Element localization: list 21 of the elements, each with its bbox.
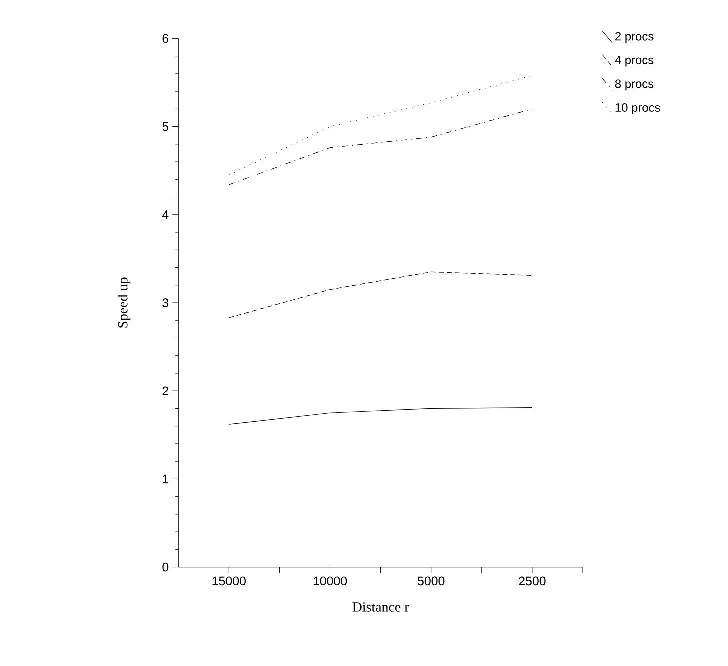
legend-label: 8 procs: [615, 80, 654, 91]
x-tick-label: 15000: [212, 576, 246, 586]
line-series: [228, 108, 533, 186]
line-series: [228, 75, 533, 176]
y-tick-label: 2: [162, 386, 168, 396]
x-tick-label: 5000: [418, 576, 445, 586]
y-tick-label: 3: [162, 298, 169, 308]
x-tick-label: 2500: [519, 576, 546, 586]
x-tick-label: 10000: [314, 576, 348, 586]
y-tick-label: 0: [162, 562, 169, 572]
y-tick-label: 4: [162, 210, 169, 220]
y-tick-label: 5: [162, 122, 169, 132]
legend-label: 2 procs: [616, 32, 654, 44]
x-axis-title: Distance r: [352, 602, 410, 612]
legend-label: 10 procs: [616, 104, 660, 114]
y-tick-label: 6: [162, 34, 169, 44]
legend-label: 4 procs: [615, 56, 654, 67]
line-series: [228, 408, 533, 425]
y-tick-label: 1: [163, 474, 168, 484]
y-axis-title: Speed up: [118, 278, 131, 328]
line-series: [228, 272, 533, 318]
